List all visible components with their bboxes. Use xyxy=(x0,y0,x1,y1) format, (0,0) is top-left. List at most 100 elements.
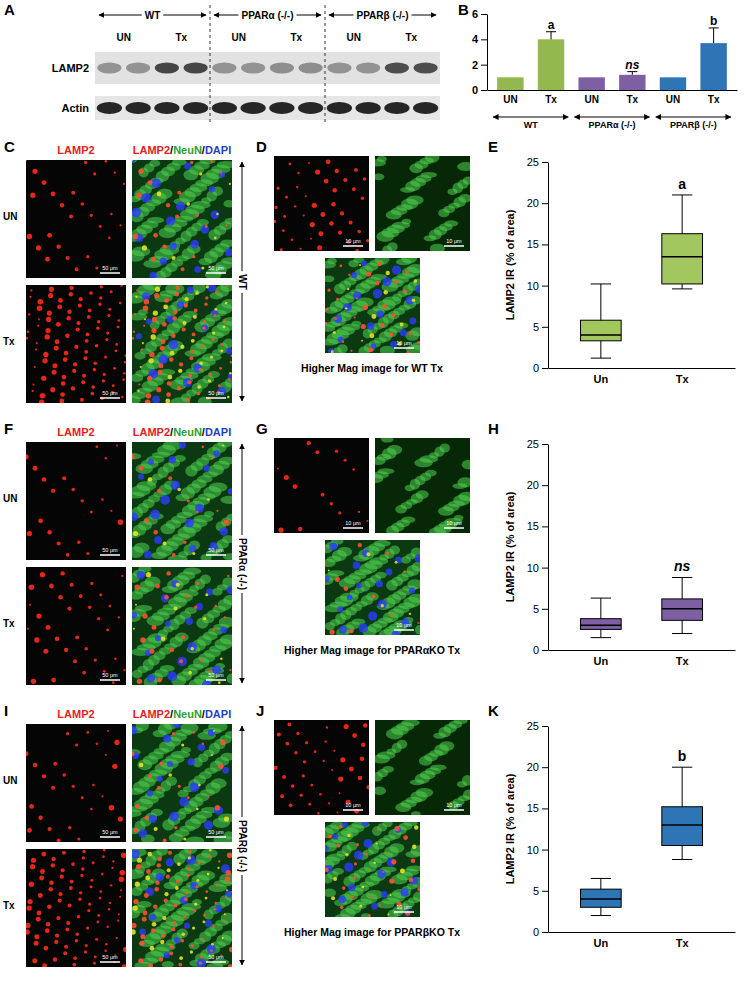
lamp2-puncta xyxy=(54,346,59,351)
lamp2-puncta xyxy=(49,584,54,589)
cell xyxy=(132,591,143,600)
cell xyxy=(394,620,413,627)
lamp2-puncta xyxy=(280,248,283,251)
lamp2-puncta xyxy=(121,853,126,859)
bar xyxy=(660,77,686,90)
tick-label: UN xyxy=(666,94,680,105)
axis-line xyxy=(549,368,736,369)
lamp2-puncta xyxy=(205,897,208,900)
cell xyxy=(325,339,338,346)
nucleus xyxy=(226,348,232,354)
lamp2-puncta xyxy=(69,286,73,290)
lamp2-puncta xyxy=(80,398,84,402)
nucleus xyxy=(225,891,232,898)
lamp2-puncta xyxy=(69,215,73,219)
lamp2-puncta xyxy=(214,605,217,608)
lamp2-puncta xyxy=(152,625,157,630)
lamp2-puncta xyxy=(48,827,52,831)
lamp2-puncta xyxy=(224,913,226,915)
lamp2-puncta xyxy=(212,629,215,632)
tick: 0 xyxy=(533,644,548,656)
lamp2-puncta xyxy=(93,172,96,175)
lamp2-puncta xyxy=(69,292,73,296)
lamp2-puncta xyxy=(145,876,150,881)
lamp2-puncta xyxy=(193,315,197,319)
nucleus xyxy=(222,767,229,774)
lamp2-band xyxy=(270,63,294,74)
lamp2-puncta xyxy=(403,570,406,573)
lamp2-puncta xyxy=(110,510,112,512)
lamp2-puncta xyxy=(213,730,215,732)
tick: 15 xyxy=(527,238,548,250)
cell xyxy=(375,755,390,764)
lamp2-puncta xyxy=(67,310,72,315)
lamp2-puncta xyxy=(383,290,387,294)
lamp2-puncta xyxy=(215,902,217,904)
lamp2-puncta xyxy=(159,762,163,766)
lamp2-puncta xyxy=(199,172,202,175)
tick-mark xyxy=(542,244,548,245)
cell xyxy=(429,527,446,533)
lamp2-puncta xyxy=(132,923,137,928)
lamp2-puncta xyxy=(157,857,161,861)
lamp2-puncta xyxy=(135,804,140,809)
lamp2-puncta xyxy=(372,595,376,599)
lamp2-puncta xyxy=(408,332,412,336)
nucleus xyxy=(190,783,199,792)
tick-label: 4 xyxy=(472,33,479,45)
cell xyxy=(424,235,437,241)
lamp2-puncta xyxy=(97,914,100,917)
lamp2-puncta xyxy=(56,244,60,248)
label-bg xyxy=(586,120,639,130)
tick: Tx xyxy=(545,90,557,105)
tick: 0 xyxy=(472,84,487,96)
nucleus xyxy=(220,527,228,535)
lamp2-puncta xyxy=(26,929,30,934)
lamp2-puncta xyxy=(194,606,197,609)
lamp2-puncta xyxy=(41,852,46,857)
lamp2-puncta xyxy=(225,302,228,305)
tick-label: 0 xyxy=(533,362,539,374)
lamp2-puncta xyxy=(175,286,179,290)
lamp2-puncta xyxy=(195,885,198,888)
lamp2-puncta xyxy=(78,898,81,901)
lamp2-puncta xyxy=(88,606,91,609)
tick-label: 20 xyxy=(527,479,539,491)
scale-bar xyxy=(100,397,120,399)
axis-line xyxy=(487,15,488,91)
scale-bar xyxy=(100,679,120,681)
tick: Un xyxy=(594,368,609,385)
lamp2-puncta xyxy=(366,552,370,556)
lamp2-puncta xyxy=(409,613,411,615)
lamp2-puncta xyxy=(133,899,138,904)
micrograph xyxy=(325,258,420,353)
cell xyxy=(375,474,383,483)
lamp2-puncta xyxy=(220,171,222,173)
lamp2-puncta xyxy=(27,828,32,833)
nucleus xyxy=(376,310,383,317)
lamp2-puncta xyxy=(211,943,214,946)
micrograph xyxy=(132,160,232,278)
label-bg xyxy=(237,817,248,875)
tick: 5 xyxy=(533,603,548,615)
cell xyxy=(177,790,188,798)
tick: 6 xyxy=(472,8,487,20)
lamp2-puncta xyxy=(386,552,389,555)
lamp2-puncta xyxy=(158,363,163,368)
lamp2-puncta xyxy=(310,238,312,240)
lamp2-puncta xyxy=(132,160,133,161)
lamp2-puncta xyxy=(45,928,50,933)
image-background xyxy=(132,724,232,842)
cell xyxy=(414,458,433,467)
lamp2-puncta xyxy=(141,349,143,351)
lamp2-puncta xyxy=(133,531,138,536)
cell xyxy=(433,733,446,739)
merged-title-part: NeuN xyxy=(173,708,202,720)
lamp2-puncta xyxy=(179,956,183,960)
tick-label: Tx xyxy=(676,655,690,667)
lamp2-puncta xyxy=(164,898,168,902)
lamp2-puncta xyxy=(58,595,63,600)
tick-label: Un xyxy=(594,655,609,667)
nucleus xyxy=(132,160,135,163)
lamp2-puncta xyxy=(27,531,32,536)
